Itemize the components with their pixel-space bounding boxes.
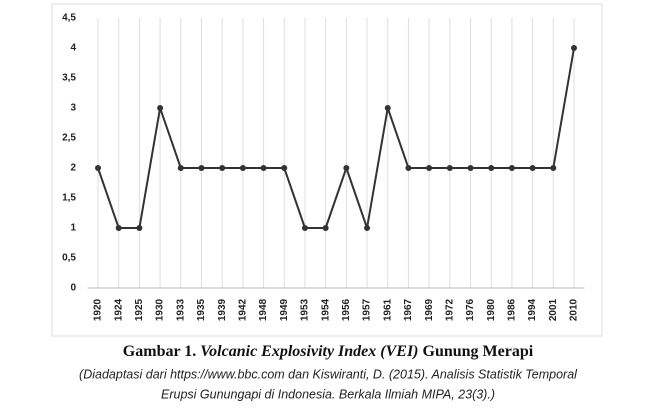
- y-tick-label: 2,5: [62, 133, 76, 144]
- x-tick-label: 1924: [113, 298, 124, 321]
- x-tick-label: 1933: [175, 298, 186, 321]
- y-tick-label: 1,5: [62, 193, 76, 204]
- x-tick-label: 1935: [196, 298, 207, 321]
- x-tick-label: 1949: [279, 298, 290, 321]
- x-tick-label: 2001: [548, 298, 559, 321]
- y-tick-label: 0: [70, 283, 76, 294]
- x-tick-label: 1920: [93, 298, 104, 321]
- marker: [384, 105, 391, 111]
- marker: [260, 165, 267, 171]
- caption-source: Erupsi Gunungapi di Indonesia. Berkala I…: [161, 387, 495, 401]
- x-tick-label: 1976: [465, 298, 476, 321]
- y-tick-label: 0,5: [62, 253, 76, 264]
- caption: Gambar 1. Volcanic Explosivity Index (VE…: [123, 343, 534, 360]
- marker: [467, 165, 474, 171]
- marker: [115, 225, 122, 231]
- marker: [239, 165, 246, 171]
- marker: [446, 165, 453, 171]
- y-tick-label: 2: [70, 163, 76, 174]
- marker: [550, 165, 557, 171]
- marker: [136, 225, 143, 231]
- x-tick-label: 1925: [134, 298, 145, 321]
- marker: [508, 165, 515, 171]
- marker: [571, 45, 577, 51]
- x-tick-label: 1930: [155, 298, 166, 321]
- line: [97, 47, 575, 229]
- marker: [343, 165, 350, 171]
- y-tick-label: 4: [70, 43, 76, 54]
- marker: [364, 225, 371, 231]
- x-tick-label: 1980: [486, 298, 497, 321]
- x-tick-label: 1957: [362, 298, 373, 321]
- marker: [529, 165, 536, 171]
- caption-title: Gunung Merapi: [423, 343, 534, 360]
- x-tick-label: 1994: [527, 298, 538, 321]
- y-tick-label: 3: [70, 103, 76, 114]
- y-tick-label: 3,5: [62, 73, 76, 84]
- marker: [177, 165, 184, 171]
- caption-label: Gambar 1.: [123, 343, 196, 360]
- x-tick-label: 1986: [507, 298, 518, 321]
- marker: [219, 165, 226, 171]
- x-tick-label: 1939: [217, 298, 228, 321]
- marker: [157, 105, 164, 111]
- marker: [301, 225, 308, 231]
- x-tick-label: 1972: [444, 298, 455, 321]
- x-tick-label: 1961: [382, 298, 393, 321]
- x-tick-label: 1969: [424, 298, 435, 321]
- marker: [281, 165, 288, 171]
- marker: [488, 165, 495, 171]
- marker: [198, 165, 205, 171]
- y-tick-label: 1: [70, 223, 76, 234]
- x-tick-label: 1954: [320, 298, 331, 321]
- marker: [322, 225, 329, 231]
- x-tick-label: 1956: [341, 298, 352, 321]
- x-tick-label: 1948: [258, 298, 269, 321]
- x-tick-label: 2010: [569, 298, 580, 321]
- caption-title-italic: Volcanic Explosivity Index (VEI): [200, 343, 418, 360]
- x-tick-label: 1953: [300, 298, 311, 321]
- x-tick-label: 1967: [403, 298, 414, 321]
- y-tick-label: 4,5: [62, 13, 76, 24]
- marker: [95, 165, 101, 171]
- marker: [426, 165, 433, 171]
- chart-frame: [51, 3, 603, 337]
- caption-source: (Diadaptasi dari https://www.bbc.com dan…: [79, 367, 578, 381]
- marker: [405, 165, 412, 171]
- x-tick-label: 1942: [238, 298, 249, 321]
